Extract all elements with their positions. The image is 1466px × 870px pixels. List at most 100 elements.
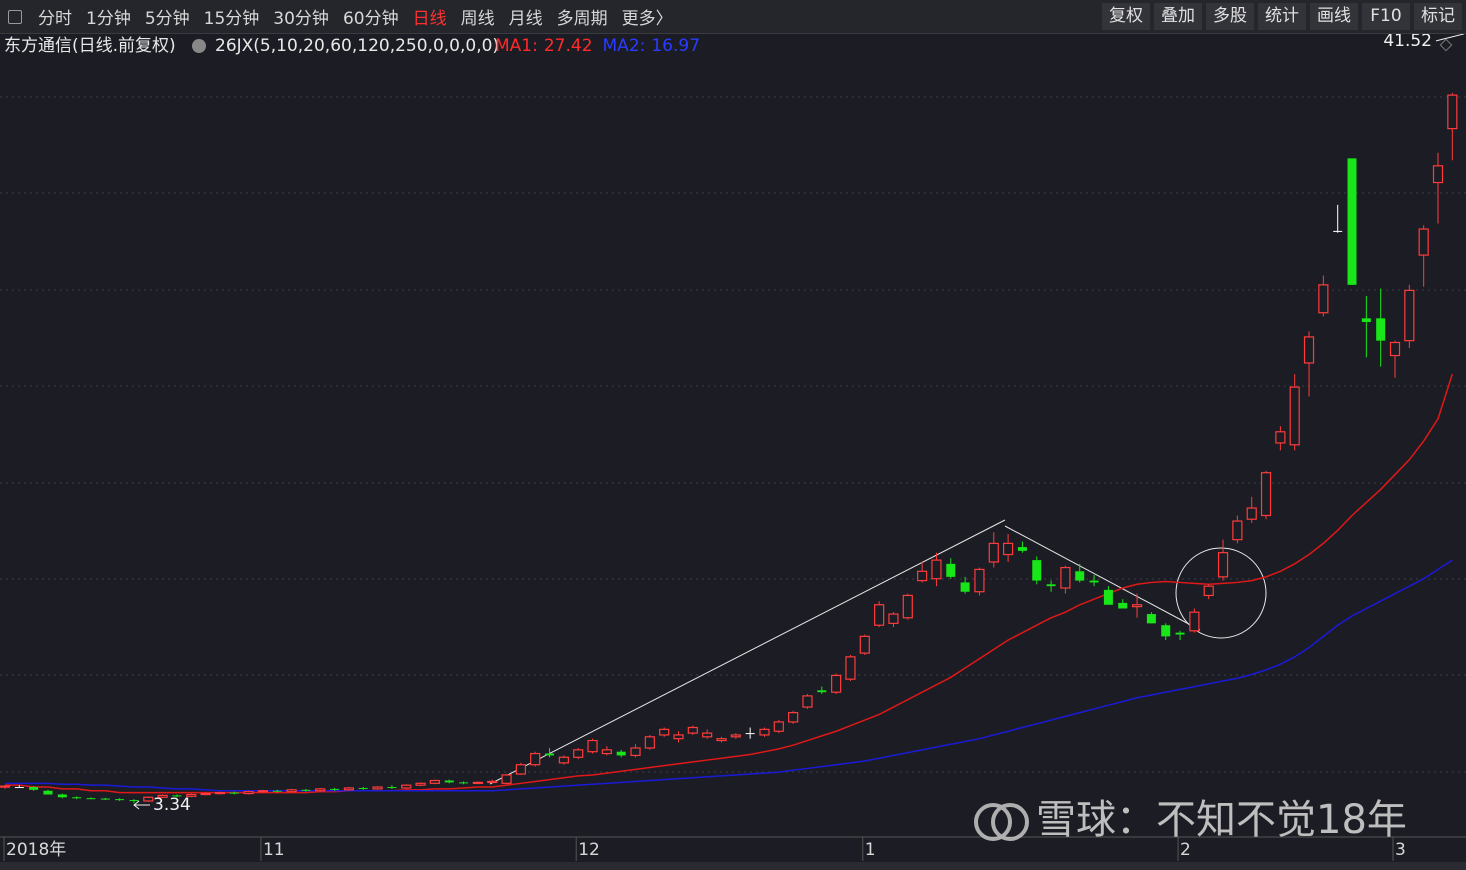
- toggle[interactable]: [192, 39, 206, 53]
- period-tab[interactable]: 15分钟: [203, 9, 260, 29]
- candle-body: [172, 795, 182, 797]
- candle-body: [687, 726, 698, 734]
- candle-body: [229, 792, 239, 794]
- tool-button[interactable]: 多股: [1206, 3, 1254, 30]
- candle-body: [1404, 289, 1415, 342]
- candle-body: [1175, 632, 1185, 635]
- candle-body: [487, 780, 498, 784]
- diamond[interactable]: [1439, 38, 1453, 52]
- candle-body: [1217, 552, 1229, 578]
- candle-body: [874, 604, 885, 626]
- candle-body: [616, 751, 626, 756]
- candle-body: [129, 800, 139, 802]
- candle-body: [888, 613, 899, 624]
- tool-buttons: 复权 叠加 多股 统计 画线 F10 标记: [1102, 3, 1462, 30]
- tool-button[interactable]: 复权: [1102, 3, 1150, 30]
- candle-body: [100, 798, 110, 800]
- watermark: [974, 803, 1029, 841]
- period-tab[interactable]: 分时: [38, 9, 72, 29]
- candle-body: [57, 794, 67, 798]
- candle-body: [702, 732, 713, 738]
- candle-body: [1246, 507, 1257, 520]
- candle-body: [115, 799, 125, 801]
- candle-body: [673, 734, 684, 740]
- chart: 东方通信(日线.前复权) 26JX(5,10,20,60,120,250,0,0…: [0, 34, 1466, 870]
- candle-body: [272, 790, 282, 792]
- candle-body: [1002, 542, 1014, 556]
- low-label: 3.34: [153, 795, 191, 815]
- candle-body: [974, 568, 985, 593]
- candle-body: [759, 728, 770, 736]
- ma-line: [5, 559, 1453, 792]
- ma-line: [5, 373, 1454, 794]
- candle-body: [372, 786, 383, 790]
- candle-body: [1131, 604, 1143, 608]
- tool-button[interactable]: F10: [1362, 3, 1410, 30]
- period-tab[interactable]: 5分钟: [144, 9, 190, 29]
- period-tab[interactable]: 月线: [508, 9, 543, 29]
- grid: [0, 96, 1466, 773]
- candle-body: [72, 797, 82, 799]
- candle-body: [444, 780, 454, 783]
- candle-body: [1032, 560, 1042, 581]
- candle-body: [530, 752, 541, 766]
- candle-body: [644, 736, 655, 749]
- candle-body: [86, 798, 96, 800]
- candle-body: [1447, 94, 1458, 130]
- x-tick-label: 2: [1180, 840, 1191, 860]
- candle-body: [214, 792, 226, 795]
- tool-button[interactable]: 统计: [1258, 3, 1306, 30]
- menu-icon[interactable]: [8, 9, 22, 24]
- candle-body: [330, 788, 340, 790]
- candle-body: [1161, 625, 1171, 637]
- candle-body: [1146, 614, 1156, 624]
- tool-button[interactable]: 叠加: [1154, 3, 1202, 30]
- candle-body: [1275, 431, 1286, 444]
- candle-body: [401, 784, 412, 789]
- candle-body: [1432, 165, 1444, 184]
- candle-body: [200, 792, 211, 796]
- candle-body: [415, 782, 426, 786]
- candle-body: [630, 747, 641, 757]
- candle-body: [817, 690, 827, 693]
- candle-body: [459, 782, 469, 784]
- candle-body: [343, 787, 355, 791]
- candle-body: [1046, 584, 1056, 587]
- period-tab[interactable]: 周线: [460, 9, 495, 29]
- low-arrow: [133, 800, 150, 810]
- candle-body: [1361, 318, 1371, 323]
- candle-body: [472, 781, 483, 784]
- candle-body: [716, 738, 727, 742]
- candle-body: [587, 739, 598, 753]
- period-tab[interactable]: 1分钟: [86, 9, 131, 29]
- candle-body: [902, 594, 913, 619]
- period-tab[interactable]: 多周期: [556, 9, 608, 29]
- candle-body: [1103, 589, 1113, 605]
- candle-body: [157, 794, 168, 798]
- candle-body: [29, 787, 39, 790]
- tool-button[interactable]: 标记: [1414, 3, 1462, 30]
- candle-body: [1017, 547, 1027, 551]
- candle-body: [1075, 571, 1085, 581]
- candle-body: [515, 764, 526, 775]
- tool-button[interactable]: 画线: [1310, 3, 1358, 30]
- legend-name: MA1:: [495, 36, 538, 56]
- x-tick-label: 11: [263, 840, 285, 860]
- candle-body: [286, 789, 297, 793]
- candle-body: [0, 785, 11, 788]
- trendlines: [489, 519, 1267, 785]
- candle-body: [802, 695, 813, 708]
- period-tab[interactable]: 60分钟: [342, 9, 399, 29]
- period-tab[interactable]: 日线: [412, 9, 447, 29]
- candle-body: [358, 787, 368, 789]
- candle-body: [988, 542, 999, 563]
- candle-body: [1203, 585, 1214, 597]
- watermark-text: 雪球：不知不觉18年: [1036, 797, 1407, 843]
- period-tab[interactable]: 更多〉: [621, 9, 673, 29]
- period-tab[interactable]: 30分钟: [273, 9, 329, 29]
- candle-body: [845, 656, 856, 680]
- candle-body: [1347, 158, 1357, 285]
- candle-body: [773, 721, 784, 732]
- candle-body: [931, 559, 942, 580]
